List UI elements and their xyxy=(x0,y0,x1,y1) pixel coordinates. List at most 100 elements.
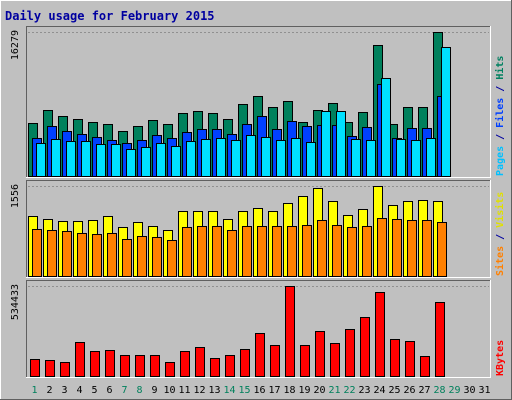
x-tick-label-day-5: 5 xyxy=(91,385,97,396)
bar-kbytes-day-7 xyxy=(120,355,130,377)
bar-sites-day-15 xyxy=(242,226,252,277)
x-tick-label-day-11: 11 xyxy=(178,385,190,396)
bar-sites-day-8 xyxy=(137,236,147,277)
x-tick-label-day-24: 24 xyxy=(373,385,385,396)
side-legend-0: Pages xyxy=(495,146,506,176)
x-tick-label-day-4: 4 xyxy=(76,385,82,396)
x-tick-label-day-12: 12 xyxy=(193,385,205,396)
bar-sites-day-5 xyxy=(92,234,102,277)
bar-kbytes-day-14 xyxy=(225,355,235,377)
x-tick-label-day-18: 18 xyxy=(283,385,295,396)
panel-hits-files-pages: 16279 Pages / Files / Hits xyxy=(10,26,506,178)
bar-kbytes-day-24 xyxy=(375,292,385,377)
bar-kbytes-day-23 xyxy=(360,317,370,377)
panel-visits-sites: 1556 Sites / Visits xyxy=(10,180,506,278)
bar-sites-day-20 xyxy=(317,220,327,277)
bar-kbytes-day-11 xyxy=(180,351,190,377)
bar-sites-day-28 xyxy=(437,222,447,277)
bar-sites-day-7 xyxy=(122,239,132,277)
bar-kbytes-day-12 xyxy=(195,347,205,377)
bar-sites-day-9 xyxy=(152,237,162,277)
x-tick-label-day-28: 28 xyxy=(433,385,445,396)
bar-kbytes-day-19 xyxy=(300,345,310,377)
x-tick-label-day-7: 7 xyxy=(121,385,127,396)
x-tick-label-day-23: 23 xyxy=(358,385,370,396)
x-tick-label-day-20: 20 xyxy=(313,385,325,396)
bar-pages-day-24 xyxy=(381,78,391,177)
x-tick-label-day-25: 25 xyxy=(388,385,400,396)
bar-pages-day-1 xyxy=(36,143,46,177)
bar-sites-day-6 xyxy=(107,233,117,277)
bar-pages-day-18 xyxy=(291,138,301,177)
x-tick-label-day-3: 3 xyxy=(61,385,67,396)
bar-pages-day-25 xyxy=(396,139,406,177)
x-tick-label-day-8: 8 xyxy=(136,385,142,396)
x-tick-label-day-16: 16 xyxy=(253,385,265,396)
bar-sites-day-23 xyxy=(362,226,372,277)
bar-sites-day-22 xyxy=(347,227,357,277)
x-tick-label-day-1: 1 xyxy=(31,385,37,396)
bar-pages-day-6 xyxy=(111,144,121,177)
bar-sites-day-10 xyxy=(167,240,177,277)
bar-kbytes-day-17 xyxy=(270,345,280,377)
side-legend: KBytes xyxy=(495,340,506,376)
chart-title: Daily usage for February 2015 xyxy=(5,9,215,23)
bar-kbytes-day-13 xyxy=(210,358,220,377)
side-legend-4: Hits xyxy=(494,56,506,80)
bar-pages-day-2 xyxy=(51,139,61,177)
bar-sites-day-26 xyxy=(407,220,417,277)
bar-pages-day-15 xyxy=(246,135,256,177)
series-kbytes xyxy=(30,286,445,377)
bar-pages-day-4 xyxy=(81,141,91,177)
bar-kbytes-day-18 xyxy=(285,286,295,377)
bar-sites-day-3 xyxy=(62,231,72,277)
bar-sites-day-4 xyxy=(77,233,87,277)
bar-kbytes-day-28 xyxy=(435,302,445,377)
bar-pages-day-26 xyxy=(411,140,421,177)
x-tick-label-day-21: 21 xyxy=(328,385,340,396)
side-legend-2: Visits xyxy=(494,192,506,228)
x-tick-label-day-26: 26 xyxy=(403,385,415,396)
bar-sites-day-1 xyxy=(32,229,42,277)
side-legend-0: Sites xyxy=(494,246,506,276)
x-tick-label-day-15: 15 xyxy=(238,385,250,396)
bar-pages-day-11 xyxy=(186,141,196,177)
bar-kbytes-day-8 xyxy=(135,355,145,377)
side-legend-3: / xyxy=(495,80,506,98)
bar-kbytes-day-15 xyxy=(240,349,250,377)
x-tick-label-day-13: 13 xyxy=(208,385,220,396)
bar-pages-day-27 xyxy=(426,138,436,177)
x-tick-label-day-31: 31 xyxy=(478,385,490,396)
side-legend-0: KBytes xyxy=(495,340,506,376)
bar-pages-day-10 xyxy=(171,146,181,177)
x-tick-label-day-9: 9 xyxy=(151,385,157,396)
x-tick-label-day-30: 30 xyxy=(463,385,475,396)
x-tick-label-day-22: 22 xyxy=(343,385,355,396)
y-max-label: 16279 xyxy=(10,30,21,60)
side-legend-2: Files xyxy=(494,98,506,128)
bar-kbytes-day-21 xyxy=(330,343,340,377)
bar-pages-day-20 xyxy=(321,111,331,177)
bar-kbytes-day-22 xyxy=(345,329,355,377)
bar-sites-day-24 xyxy=(377,218,387,277)
x-tick-label-day-6: 6 xyxy=(106,385,112,396)
bar-pages-day-5 xyxy=(96,144,106,177)
series-sites xyxy=(32,218,447,277)
bar-kbytes-day-26 xyxy=(405,341,415,377)
bar-pages-day-12 xyxy=(201,139,211,177)
bar-sites-day-27 xyxy=(422,220,432,277)
bar-kbytes-day-20 xyxy=(315,331,325,377)
bar-kbytes-day-9 xyxy=(150,355,160,377)
bar-sites-day-11 xyxy=(182,227,192,277)
bar-sites-day-14 xyxy=(227,230,237,277)
chart-panels: 16279 Pages / Files / Hits 1556 Sites / Vis… xyxy=(10,26,506,378)
bar-sites-day-25 xyxy=(392,219,402,277)
bar-pages-day-22 xyxy=(351,139,361,177)
bar-sites-day-18 xyxy=(287,226,297,277)
side-legend: Sites / Visits xyxy=(494,192,506,276)
x-tick-label-day-10: 10 xyxy=(163,385,175,396)
bar-pages-day-9 xyxy=(156,143,166,177)
bar-sites-day-13 xyxy=(212,226,222,277)
